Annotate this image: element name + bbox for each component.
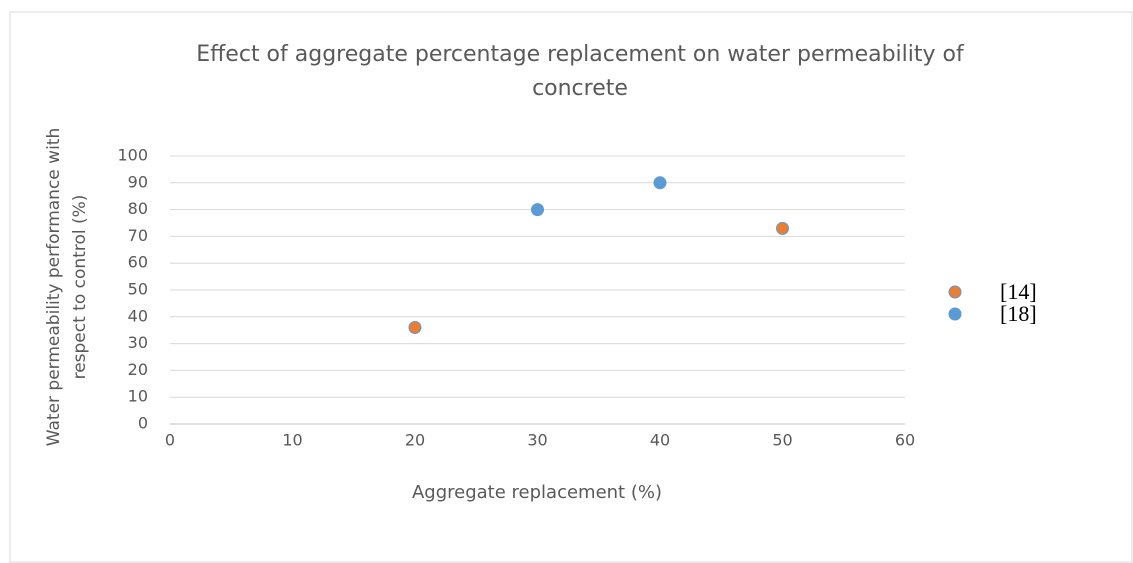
x-tick-label: 10 — [282, 431, 302, 450]
y-tick-label: 10 — [128, 387, 148, 406]
y-tick-label: 70 — [128, 226, 148, 245]
y-tick-label: 100 — [117, 146, 148, 165]
x-tick-label: 0 — [165, 431, 175, 450]
y-tick-label: 90 — [128, 172, 148, 191]
x-tick-label: 40 — [650, 431, 670, 450]
x-tick-label: 20 — [405, 431, 425, 450]
y-tick-label: 80 — [128, 199, 148, 218]
y-tick-label: 20 — [128, 360, 148, 379]
y-tick-label: 30 — [128, 333, 148, 352]
point — [531, 203, 544, 217]
legend-marker — [948, 285, 962, 299]
chart-title: Effect of aggregate percentage replaceme… — [196, 42, 964, 101]
y-tick-label: 50 — [128, 280, 148, 299]
y-tick-label: 60 — [128, 253, 148, 272]
point — [776, 221, 789, 235]
point — [408, 321, 422, 335]
legend-label: [14] — [1000, 279, 1037, 304]
point — [653, 176, 667, 190]
x-tick-label: 60 — [895, 431, 915, 450]
y-axis-label: Water permeability performance with resp… — [44, 127, 90, 447]
y-tick-label: 40 — [128, 306, 148, 325]
legend-marker — [948, 307, 962, 321]
x-tick-label: 50 — [772, 431, 792, 450]
x-axis-label: Aggregate replacement (%) — [411, 482, 662, 503]
chart-border — [9, 11, 1133, 563]
legend-label: [18] — [1000, 301, 1037, 326]
x-tick-label: 30 — [527, 431, 547, 450]
y-tick-label: 0 — [138, 414, 148, 433]
